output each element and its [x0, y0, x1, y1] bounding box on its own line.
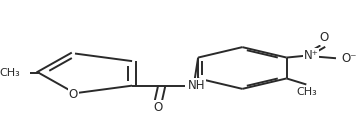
Text: O: O	[154, 101, 163, 114]
Text: CH₃: CH₃	[296, 87, 317, 97]
Text: O: O	[320, 31, 329, 44]
Text: O: O	[69, 88, 78, 101]
Text: NH: NH	[188, 79, 206, 92]
Text: N⁺: N⁺	[304, 49, 319, 62]
Text: CH₃: CH₃	[0, 68, 20, 78]
Text: O⁻: O⁻	[341, 52, 356, 65]
